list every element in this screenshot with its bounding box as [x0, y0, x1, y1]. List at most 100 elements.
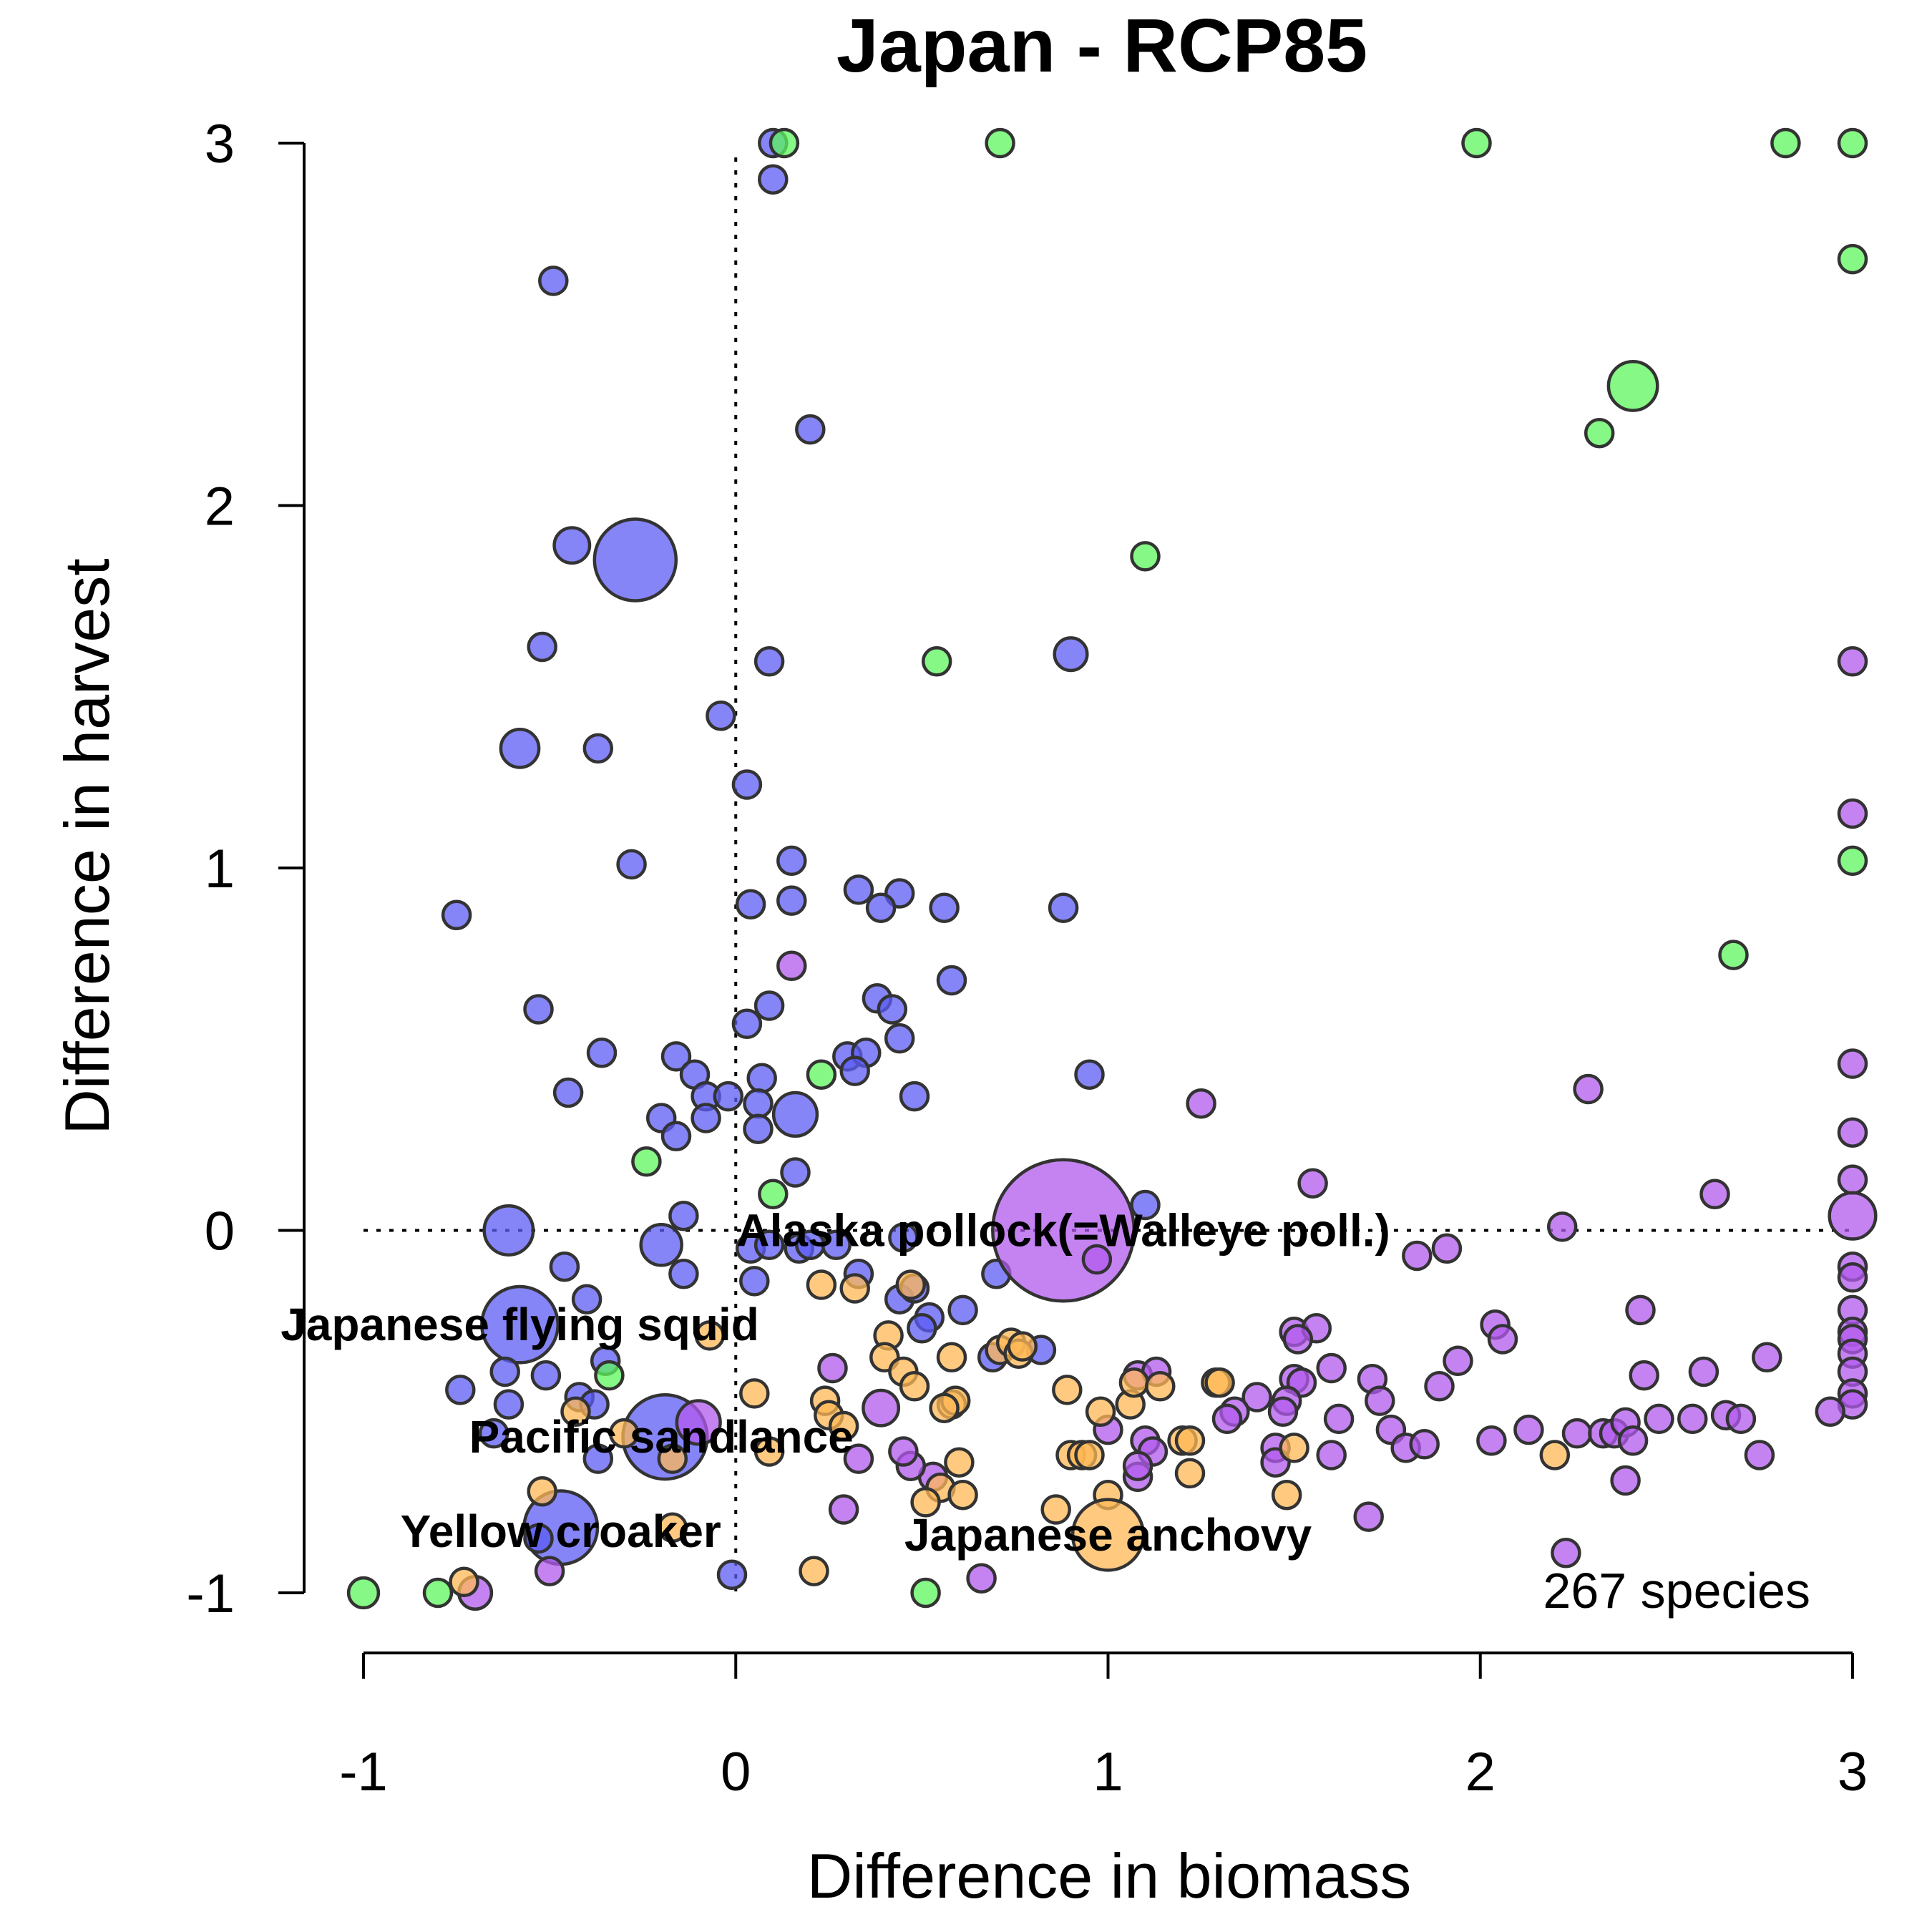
data-point-purple	[1752, 1342, 1782, 1373]
data-point-green	[1837, 127, 1868, 159]
data-point-purple	[1610, 1465, 1641, 1496]
data-point-blue	[552, 526, 592, 565]
data-point-green	[1718, 940, 1749, 970]
data-point-purple	[862, 1388, 901, 1428]
data-point-orange	[899, 1371, 930, 1402]
y-tick-label: 3	[205, 114, 235, 175]
data-point-orange	[1052, 1375, 1083, 1405]
data-point-orange	[929, 1392, 960, 1423]
data-point-purple	[1837, 1262, 1868, 1293]
data-point-purple	[828, 1494, 859, 1525]
data-point-blue	[888, 1222, 919, 1253]
data-point-purple	[1186, 1088, 1216, 1119]
data-point-green	[806, 1059, 837, 1090]
data-point-blue	[753, 646, 785, 677]
data-point-blue	[668, 1259, 699, 1289]
data-point-purple	[1629, 1360, 1659, 1391]
data-point-blue	[523, 1523, 554, 1554]
data-point-orange	[947, 1479, 978, 1511]
data-point-blue	[478, 1418, 509, 1449]
data-point-green	[921, 646, 952, 677]
y-tick-label: 1	[205, 839, 235, 899]
data-point-purple	[1122, 1450, 1153, 1481]
data-point-blue	[929, 892, 960, 923]
data-point-orange	[449, 1566, 479, 1598]
data-point-blue	[482, 1204, 535, 1257]
data-point-purple	[1837, 646, 1868, 677]
data-point-green	[422, 1577, 454, 1609]
data-point-blue	[1053, 636, 1089, 673]
data-point-purple	[1837, 1164, 1868, 1195]
data-point-blue	[739, 1266, 770, 1297]
data-point-green	[1130, 541, 1161, 572]
species-label: Alaska pollock(=Walleye poll.)	[736, 1205, 1390, 1257]
data-point-orange	[1174, 1425, 1206, 1456]
data-point-blue	[527, 631, 557, 663]
data-point-orange	[657, 1443, 688, 1474]
data-point-blue	[821, 1229, 852, 1261]
data-point-orange	[739, 1378, 770, 1409]
data-point-purple	[1365, 1385, 1395, 1416]
data-point-blue	[743, 1113, 774, 1144]
data-point-green	[985, 127, 1015, 159]
data-point-blue	[480, 1284, 560, 1365]
data-point-orange	[1118, 1367, 1150, 1398]
data-point-purple	[1211, 1403, 1243, 1435]
data-point-blue	[1048, 892, 1079, 923]
data-point-orange	[1174, 1458, 1206, 1489]
data-point-blue	[586, 1038, 618, 1068]
chart-title: Japan - RCP85	[836, 4, 1367, 88]
data-point-purple	[966, 1563, 997, 1594]
data-point-orange	[895, 1269, 927, 1300]
data-point-blue	[616, 849, 647, 880]
data-point-purple	[1744, 1440, 1775, 1470]
y-tick-label: -1	[186, 1563, 235, 1624]
data-point-purple	[1443, 1345, 1473, 1377]
data-point-purple	[1815, 1396, 1846, 1428]
data-point-blue	[499, 728, 541, 769]
x-tick-label: 0	[721, 1742, 751, 1802]
data-point-purple	[1316, 1352, 1347, 1384]
data-point-orange	[839, 1273, 870, 1304]
species-label: Japanese flying squid	[280, 1299, 759, 1350]
data-point-orange	[910, 1487, 941, 1518]
data-point-blue	[907, 1313, 937, 1344]
data-point-blue	[771, 1091, 819, 1138]
data-point-purple	[1241, 1382, 1272, 1413]
x-tick-label: 3	[1838, 1742, 1868, 1802]
data-point-orange	[1145, 1371, 1176, 1402]
data-point-purple	[1402, 1240, 1433, 1272]
data-point-purple	[843, 1443, 874, 1474]
x-axis-title: Difference in biomass	[807, 1840, 1412, 1911]
data-point-orange	[1279, 1433, 1309, 1463]
data-point-blue	[735, 889, 766, 919]
data-point-purple	[1081, 1244, 1113, 1275]
data-point-blue	[582, 733, 614, 764]
data-point-blue	[899, 1080, 930, 1112]
data-point-green	[1837, 243, 1868, 275]
data-point-purple	[1837, 1117, 1868, 1148]
data-point-orange	[753, 1436, 785, 1467]
data-point-green	[769, 127, 800, 159]
data-point-purple	[1431, 1233, 1463, 1264]
data-point-blue	[639, 1223, 683, 1267]
data-point-purple	[1316, 1440, 1347, 1470]
data-point-purple	[1551, 1538, 1581, 1568]
data-point-purple	[1837, 1048, 1868, 1079]
reference-lines	[364, 157, 1853, 1593]
data-point-blue	[865, 892, 897, 923]
data-point-blue	[780, 1157, 811, 1188]
data-points	[346, 127, 1878, 1611]
data-point-orange	[1074, 1440, 1105, 1470]
data-point-blue	[776, 885, 807, 916]
data-point-green	[1461, 127, 1492, 159]
data-point-blue	[716, 1559, 748, 1590]
data-point-purple	[1297, 1168, 1328, 1199]
data-point-purple	[1677, 1403, 1708, 1435]
data-point-green	[346, 1576, 381, 1610]
data-point-purple	[1513, 1414, 1544, 1445]
data-point-orange	[1040, 1494, 1071, 1525]
data-point-purple	[1561, 1418, 1593, 1449]
data-point-blue	[1074, 1059, 1105, 1090]
